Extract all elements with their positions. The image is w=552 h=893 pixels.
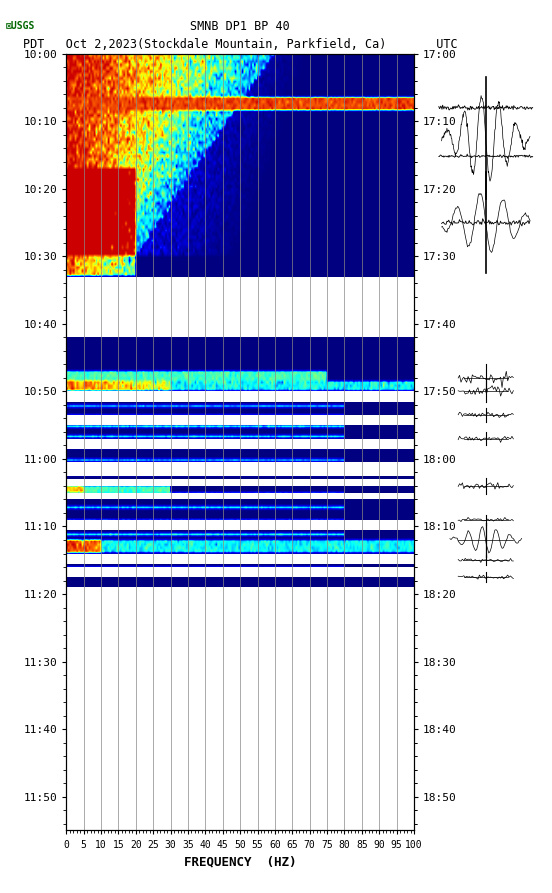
Bar (66, 391, 414, 402)
Title: SMNB DP1 BP 40
PDT   Oct 2,2023(Stockdale Mountain, Parkfield, Ca)       UTC: SMNB DP1 BP 40 PDT Oct 2,2023(Stockdale … (23, 20, 458, 51)
Bar (66, 594, 414, 830)
Text: ⊠USGS: ⊠USGS (6, 21, 35, 31)
Bar (66, 493, 414, 499)
Bar (66, 438, 414, 449)
Bar (66, 554, 414, 563)
Bar (66, 463, 414, 476)
X-axis label: FREQUENCY  (HZ): FREQUENCY (HZ) (184, 855, 296, 868)
Bar (66, 480, 414, 486)
Bar (66, 415, 414, 425)
Bar (66, 567, 414, 577)
Bar (66, 277, 414, 338)
Bar (66, 520, 414, 530)
Bar (66, 588, 414, 594)
